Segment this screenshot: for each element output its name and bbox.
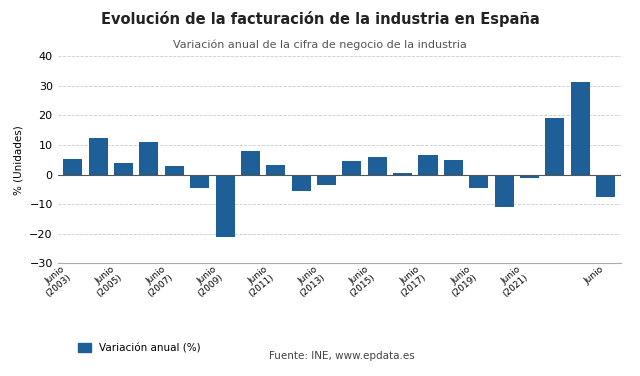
Bar — [368, 157, 387, 174]
Legend: Variación anual (%): Variación anual (%) — [74, 339, 205, 357]
Bar — [596, 174, 615, 197]
Text: Evolución de la facturación de la industria en España: Evolución de la facturación de la indust… — [100, 11, 540, 27]
Bar — [317, 174, 336, 185]
Bar — [241, 151, 260, 174]
Bar — [520, 174, 539, 177]
Bar — [89, 138, 108, 174]
Bar — [419, 155, 438, 174]
Bar — [571, 82, 589, 174]
Bar — [164, 166, 184, 174]
Bar — [266, 165, 285, 174]
Bar — [495, 174, 514, 207]
Bar — [292, 174, 310, 191]
Bar — [63, 159, 83, 174]
Bar — [114, 163, 133, 174]
Y-axis label: % (Unidades): % (Unidades) — [13, 125, 24, 195]
Bar — [190, 174, 209, 188]
Bar — [342, 161, 362, 174]
Bar — [140, 142, 159, 174]
Bar — [216, 174, 234, 237]
Bar — [469, 174, 488, 188]
Text: Fuente: INE, www.epdata.es: Fuente: INE, www.epdata.es — [269, 351, 415, 361]
Bar — [545, 118, 564, 174]
Text: Variación anual de la cifra de negocio de la industria: Variación anual de la cifra de negocio d… — [173, 39, 467, 50]
Bar — [393, 173, 412, 174]
Bar — [444, 160, 463, 174]
